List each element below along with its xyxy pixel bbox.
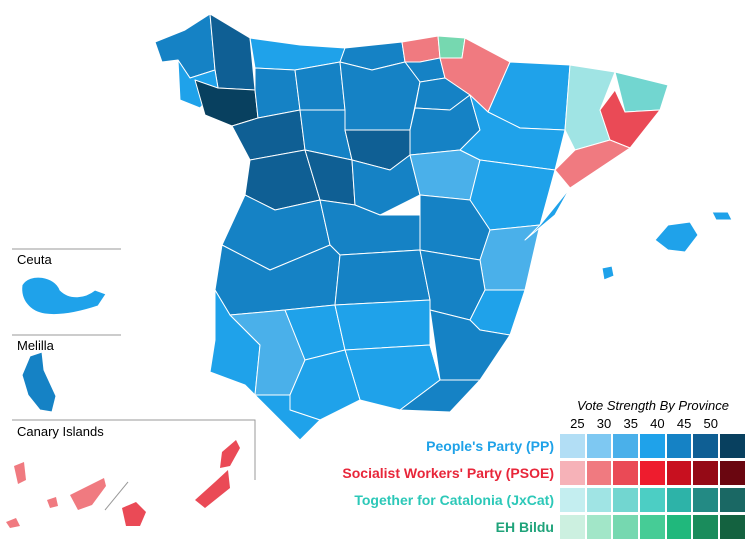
legend-swatch [613,488,639,512]
island-lanzarote [220,440,240,468]
legend-swatch [586,434,612,458]
legend-swatch [640,488,665,512]
legend-tick: 50 [703,416,719,431]
legend-color-row [560,488,745,512]
legend-swatch [666,434,692,458]
legend-swatch [693,515,719,539]
legend-swatch [693,434,719,458]
province-ciudad-real [334,249,431,306]
legend-swatch [586,515,612,539]
island-gran-canaria [122,502,146,526]
province-gipuzkoa [437,35,466,59]
melilla-region [21,351,57,413]
island-tenerife [70,478,106,510]
canary-islands-label: Canary Islands [17,424,104,439]
province-tarragona [554,139,631,189]
legend-color-row [560,515,745,539]
legend-tick: 25 [570,416,585,431]
legend-swatch [720,434,745,458]
province-jaen [334,299,431,351]
province-girona [614,71,669,113]
province-burgos [339,61,421,131]
legend-tick: 30 [596,416,612,431]
canary-divider [104,481,129,511]
province-mallorca [654,221,699,253]
province-a-coruna [154,13,216,79]
melilla-label: Melilla [17,338,54,353]
legend-swatch [586,461,612,485]
legend-swatch [560,461,585,485]
province-guadalajara [409,149,481,201]
province-bizkaia [401,35,441,63]
island-la-palma [14,462,26,484]
legend-swatch [586,488,612,512]
ceuta-label: Ceuta [17,252,52,267]
legend-swatch [640,461,665,485]
legend-tick: 40 [650,416,665,431]
province-palencia [294,61,346,111]
legend-swatch [640,515,665,539]
legend-party-name: EH Bildu [495,519,554,535]
island-el-hierro [6,518,20,528]
legend-swatch [613,515,639,539]
legend-swatch [720,488,745,512]
province-cadiz [254,394,321,441]
legend-tick: 45 [676,416,692,431]
legend-tick: 35 [623,416,638,431]
legend-ticks: 25 30 35 40 45 50 [564,416,724,431]
legend-swatch [666,461,692,485]
legend-swatch [560,434,585,458]
legend-swatch [666,515,692,539]
legend-party-name: Socialist Workers' Party (PSOE) [342,465,554,481]
province-ibiza [601,265,615,281]
legend-title: Vote Strength By Province [577,398,729,413]
province-almeria [399,344,481,413]
legend-color-row [560,434,745,458]
province-castellon [524,187,571,241]
canary-inset-border [12,419,256,480]
legend-swatch [560,515,585,539]
legend-swatch [640,434,665,458]
legend-swatch [720,461,745,485]
island-fuerteventura [195,470,230,508]
legend-swatch [613,434,639,458]
legend-swatch [693,461,719,485]
island-la-gomera [47,497,58,508]
legend-party-name: Together for Catalonia (JxCat) [354,492,554,508]
legend-color-row [560,461,745,485]
province-leon [254,67,301,119]
legend-swatch [666,488,692,512]
legend-party-name: People's Party (PP) [426,438,554,454]
legend-swatch [613,461,639,485]
ceuta-region [21,276,107,315]
province-menorca [711,211,733,221]
legend-swatch [720,515,745,539]
legend-swatch [560,488,585,512]
legend-swatch [693,488,719,512]
